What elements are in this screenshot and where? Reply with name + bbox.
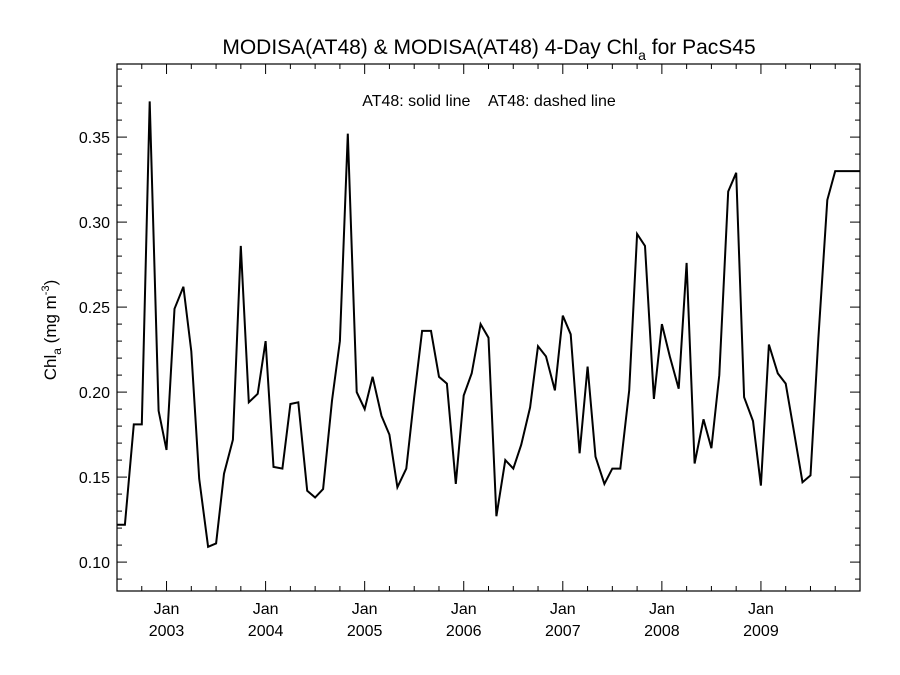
- legend-dashed: AT48: dashed line: [488, 93, 616, 110]
- x-tick-year-label: 2009: [743, 623, 779, 640]
- chart-title: MODISA(AT48) & MODISA(AT48) 4-Day Chla f…: [222, 36, 755, 63]
- y-tick-label: 0.35: [79, 130, 110, 147]
- y-tick-label: 0.20: [79, 385, 110, 402]
- x-tick-month-label: Jan: [649, 601, 675, 618]
- x-tick-month-label: Jan: [550, 601, 576, 618]
- y-axis-label-main: Chl: [41, 355, 60, 381]
- y-axis-label: Chla (mg m-3): [40, 280, 64, 381]
- y-axis-label-units-sup: -3: [40, 285, 52, 295]
- chart-title-suffix: for PacS45: [646, 36, 756, 59]
- chart-title-sub: a: [638, 47, 646, 63]
- series-layer: [117, 101, 860, 549]
- x-tick-month-label: Jan: [748, 601, 774, 618]
- x-tick-year-label: 2005: [347, 623, 383, 640]
- y-axis-label-units-pre: (mg m: [41, 295, 60, 348]
- x-tick-month-label: Jan: [451, 601, 477, 618]
- x-tick-month-label: Jan: [253, 601, 279, 618]
- y-tick-label: 0.15: [79, 470, 110, 487]
- legend: AT48: solid line AT48: dashed line: [362, 93, 616, 110]
- x-tick-month-label: Jan: [154, 601, 180, 618]
- x-tick-year-label: 2003: [149, 623, 185, 640]
- x-tick-year-label: 2006: [446, 623, 482, 640]
- plot-frame: [116, 63, 861, 592]
- series-line-solid: [117, 101, 860, 549]
- chart-title-main: MODISA(AT48) & MODISA(AT48) 4-Day Chl: [222, 36, 638, 59]
- x-tick-year-label: 2007: [545, 623, 581, 640]
- legend-solid: AT48: solid line: [362, 93, 470, 110]
- x-tick-year-label: 2008: [644, 623, 680, 640]
- y-tick-label: 0.10: [79, 555, 110, 572]
- y-tick-label: 0.30: [79, 215, 110, 232]
- ticks-layer: 0.10 0.15 0.20 0.25 0.30 0.35 Jan 2003 Jan 2004 Ja…: [79, 64, 860, 640]
- x-tick-year-label: 2004: [248, 623, 284, 640]
- y-axis-label-sub: a: [50, 348, 64, 355]
- y-axis-label-units-post: ): [41, 280, 60, 286]
- x-tick-month-label: Jan: [352, 601, 378, 618]
- y-tick-label: 0.25: [79, 300, 110, 317]
